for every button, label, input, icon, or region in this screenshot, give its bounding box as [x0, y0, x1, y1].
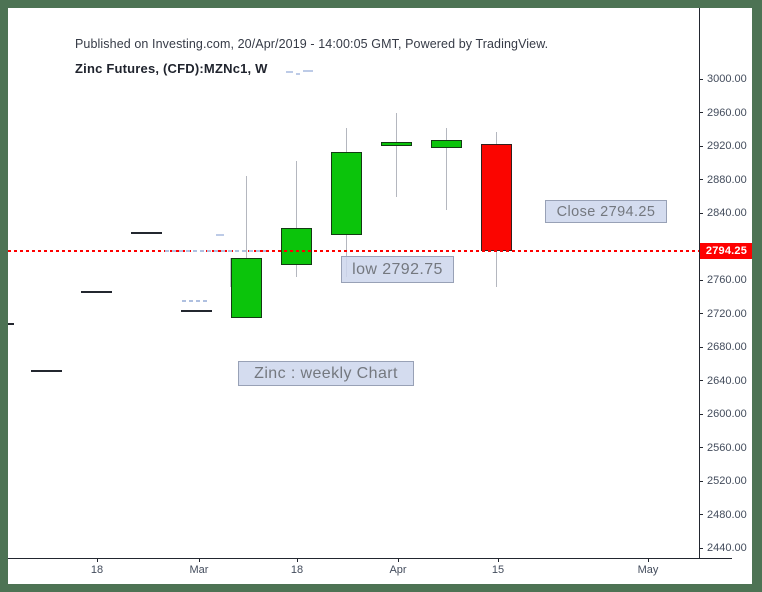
- x-axis-tick: [397, 558, 399, 562]
- chart-canvas: Published on Investing.com, 20/Apr/2019 …: [8, 8, 752, 584]
- y-axis-label: 2960.00: [707, 106, 747, 119]
- candle-wick: [245, 176, 248, 318]
- y-axis-label: 2760.00: [707, 274, 747, 286]
- candle-wick: [445, 128, 448, 210]
- x-axis-label: 18: [290, 564, 304, 576]
- y-axis-tick: [699, 480, 703, 482]
- prior-close-mark: [81, 290, 112, 293]
- y-axis-label: 2720.00: [707, 307, 747, 320]
- y-axis-label: 2680.00: [707, 341, 747, 353]
- prior-close-mark: [8, 322, 14, 325]
- faded-ohlc-mark: [303, 70, 313, 72]
- last-price-dotted-line: [8, 250, 699, 253]
- annotation-low-label: low 2792.75: [341, 256, 454, 283]
- annotation-chart-title-label: Zinc : weekly Chart: [238, 361, 414, 386]
- y-axis-tick: [699, 346, 703, 348]
- x-axis-label: 18: [90, 564, 104, 576]
- candle-body-up: [381, 141, 412, 146]
- y-axis-label: 2560.00: [707, 441, 747, 454]
- y-axis-tick: [699, 212, 703, 214]
- x-axis-tick: [647, 558, 649, 562]
- y-axis-label: 2840.00: [707, 207, 747, 219]
- y-axis-tick: [699, 447, 703, 448]
- y-axis-label: 2600.00: [707, 408, 747, 420]
- x-axis-tick: [96, 558, 98, 562]
- y-axis-tick: [699, 145, 703, 147]
- y-axis-tick: [699, 313, 703, 314]
- faded-ghost-wick: [230, 258, 232, 287]
- symbol-title: Zinc Futures, (CFD):MZNc1, W: [75, 61, 268, 76]
- candle-body-up: [281, 228, 312, 265]
- candle-body-up: [231, 258, 262, 318]
- candle-wick: [295, 161, 298, 277]
- faded-ohlc-mark: [296, 73, 300, 75]
- x-axis-tick: [198, 558, 200, 562]
- x-axis-tick: [296, 558, 298, 562]
- y-axis-label: 3000.00: [707, 73, 747, 85]
- prior-close-mark: [131, 232, 162, 235]
- candle-body-up: [331, 151, 362, 235]
- y-axis-label: 2520.00: [707, 475, 747, 487]
- y-axis-label: 2920.00: [707, 140, 747, 152]
- y-axis-tick: [699, 547, 703, 549]
- candle-body-down: [481, 144, 512, 252]
- prior-close-mark: [31, 370, 62, 373]
- y-axis-label: 2640.00: [707, 374, 747, 387]
- y-axis-tick: [699, 112, 703, 113]
- x-axis-label: Mar: [189, 564, 209, 576]
- x-axis-label: 15: [491, 564, 505, 576]
- last-price-tag: 2794.25: [700, 243, 752, 260]
- candle-body-up: [431, 140, 462, 148]
- annotation-close-label: Close 2794.25: [545, 200, 667, 223]
- prior-close-mark: [181, 309, 212, 312]
- published-attribution-text: Published on Investing.com, 20/Apr/2019 …: [75, 37, 549, 51]
- x-axis-label: May: [637, 564, 659, 576]
- y-axis-label: 2440.00: [707, 542, 747, 554]
- x-axis-line: [8, 558, 732, 559]
- faded-ohlc-mark: [286, 71, 293, 73]
- x-axis-tick: [497, 558, 499, 562]
- candle-wick: [395, 113, 398, 198]
- faded-mark: [182, 300, 210, 302]
- y-axis-tick: [699, 413, 703, 415]
- y-axis-tick: [699, 179, 703, 180]
- faded-mark: [216, 234, 224, 236]
- y-axis-tick: [699, 78, 703, 80]
- y-axis-line: [699, 8, 700, 558]
- faded-mark: [165, 250, 266, 252]
- y-axis-tick: [699, 380, 703, 381]
- y-axis-tick: [699, 279, 703, 281]
- y-axis-tick: [699, 514, 703, 515]
- x-axis-label: Apr: [389, 564, 407, 576]
- y-axis-label: 2880.00: [707, 173, 747, 186]
- y-axis-label: 2480.00: [707, 508, 747, 521]
